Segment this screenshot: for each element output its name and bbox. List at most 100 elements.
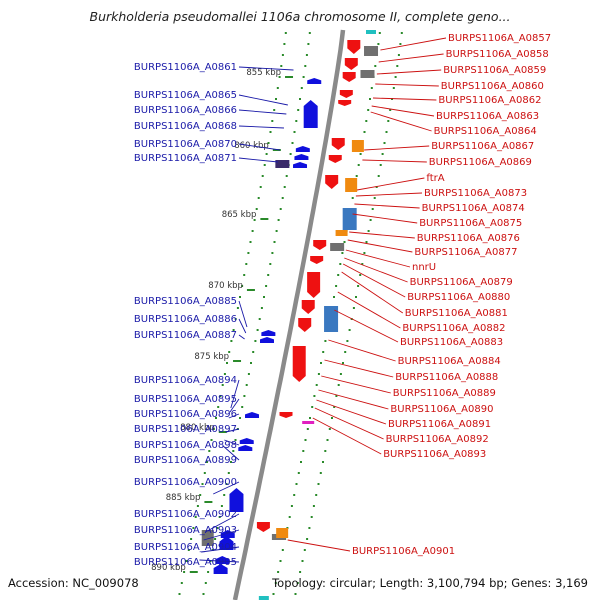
guide-dot-0 <box>261 175 264 177</box>
gene-labels: BURPS1106A_A0861 BURPS1106A_A0865 BURPS110… <box>134 33 551 568</box>
forward-gene-arrow <box>325 175 339 189</box>
guide-dot-0 <box>249 241 252 243</box>
guide-dot-3 <box>315 494 318 496</box>
right-gene-label: BURPS1106A_A0888 <box>395 372 498 383</box>
left-gene-label: BURPS1106A_A0902 <box>134 509 237 520</box>
gray-feature <box>364 46 379 56</box>
guide-dot-1 <box>252 351 255 353</box>
left-leader-line <box>201 546 240 553</box>
guide-dot-0 <box>178 593 181 595</box>
guide-dot-3 <box>308 527 311 529</box>
guide-dot-1 <box>295 120 298 122</box>
forward-gene-arrow <box>292 346 306 382</box>
guide-dot-3 <box>359 274 362 276</box>
guide-dot-2 <box>367 109 370 111</box>
left-gene-label: BURPS1106A_A0871 <box>134 153 237 164</box>
guide-dot-1 <box>277 219 280 221</box>
guide-dot-1 <box>305 54 308 56</box>
guide-dot-0 <box>230 340 233 342</box>
guide-dot-1 <box>300 87 303 89</box>
guide-dot-2 <box>357 164 360 166</box>
guide-dot-1 <box>202 593 205 595</box>
guide-dot-0 <box>253 219 256 221</box>
forward-gene-arrow <box>256 522 270 532</box>
guide-dot-2 <box>288 516 291 518</box>
right-leader-line <box>375 83 439 87</box>
reverse-gene-arrow <box>229 488 244 512</box>
right-gene-label: BURPS1106A_A0901 <box>352 546 455 557</box>
right-leader-line <box>344 257 408 283</box>
right-gene-label: BURPS1106A_A0882 <box>402 323 505 334</box>
left-leader-line <box>224 439 240 446</box>
right-leader-line <box>345 249 411 268</box>
guide-dot-2 <box>377 43 380 45</box>
right-leader-line <box>355 192 423 197</box>
guide-dot-2 <box>365 120 368 122</box>
guide-dot-2 <box>300 461 302 463</box>
guide-dot-0 <box>255 208 258 210</box>
left-gene-label: BURPS1106A_A0868 <box>134 121 237 132</box>
guide-dot-3 <box>352 307 355 309</box>
left-leader-line <box>199 559 240 563</box>
guide-dot-2 <box>277 571 280 573</box>
guide-dot-0 <box>219 395 222 397</box>
guide-dot-1 <box>227 472 230 474</box>
left-leader-line <box>238 66 294 71</box>
left-leader-line <box>225 428 240 433</box>
left-leader-line <box>238 109 287 115</box>
guide-dot-1 <box>211 549 214 551</box>
guide-dot-3 <box>331 417 333 419</box>
guide-dot-3 <box>369 219 372 221</box>
gene-features <box>201 30 379 600</box>
guide-dot-0 <box>226 362 228 364</box>
guide-dot-1 <box>207 571 210 573</box>
guide-dot-3 <box>322 461 324 463</box>
guide-dot-0 <box>267 142 270 144</box>
guide-dot-2 <box>306 428 309 430</box>
guide-dot-0 <box>239 296 241 298</box>
orange-feature <box>276 528 289 538</box>
right-leader-line <box>364 145 430 151</box>
right-leader-line <box>380 37 447 51</box>
guide-dot-0 <box>180 582 183 584</box>
guide-dot-3 <box>357 285 360 287</box>
left-gene-label: BURPS1106A_A0870 <box>134 139 237 150</box>
guide-dot-2 <box>272 593 275 595</box>
left-gene-label: BURPS1106A_A0866 <box>134 105 237 116</box>
right-gene-label: BURPS1106A_A0876 <box>417 233 520 244</box>
guide-dot-3 <box>319 472 322 474</box>
guide-dot-3 <box>381 153 384 155</box>
guide-dot-1 <box>265 285 268 287</box>
reverse-gene-arrow <box>219 536 234 550</box>
guide-dot-2 <box>295 483 298 485</box>
guide-dot-3 <box>363 252 366 254</box>
guide-dot-3 <box>365 241 368 243</box>
guide-dot-3 <box>383 142 386 144</box>
guide-dot-2 <box>378 32 381 34</box>
guide-dot-0 <box>241 285 244 287</box>
reverse-gene-arrow <box>238 445 253 451</box>
right-leader-line <box>354 203 420 209</box>
guide-dot-3 <box>303 549 306 551</box>
right-gene-label: BURPS1106A_A0884 <box>398 356 501 367</box>
gray-feature <box>360 70 375 78</box>
right-gene-label: BURPS1106A_A0893 <box>383 449 486 460</box>
right-gene-label: BURPS1106A_A0879 <box>410 277 513 288</box>
guide-dot-0 <box>210 439 213 441</box>
guide-dot-1 <box>304 65 307 67</box>
guide-dot-2 <box>311 406 314 408</box>
right-leader-line <box>287 539 351 552</box>
guide-dot-3 <box>342 362 344 364</box>
guide-dot-0 <box>206 461 208 463</box>
right-gene-label: BURPS1106A_A0867 <box>431 141 534 152</box>
guide-dot-3 <box>371 208 374 210</box>
right-leader-line <box>337 291 401 329</box>
right-leader-line <box>376 69 442 75</box>
right-gene-label: ftrA <box>426 173 444 184</box>
left-gene-label: BURPS1106A_A0887 <box>134 330 237 341</box>
guide-dot-0 <box>276 87 279 89</box>
left-gene-label: BURPS1106A_A0905 <box>134 557 237 568</box>
guide-dot-0 <box>185 560 188 562</box>
guide-dot-1 <box>214 538 217 540</box>
guide-dot-2 <box>322 351 325 353</box>
